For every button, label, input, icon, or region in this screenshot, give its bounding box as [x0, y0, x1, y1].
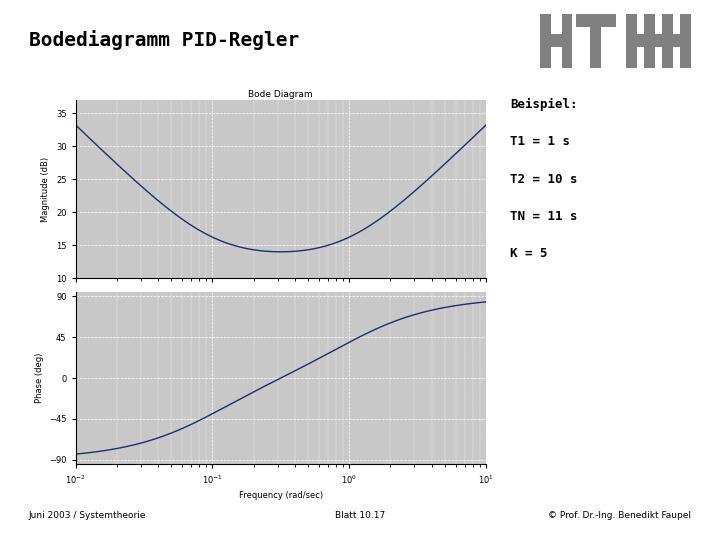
- Bar: [626, 14, 637, 68]
- X-axis label: Frequency (rad/sec): Frequency (rad/sec): [239, 491, 323, 501]
- Text: © Prof. Dr.-Ing. Benedikt Faupel: © Prof. Dr.-Ing. Benedikt Faupel: [548, 511, 691, 520]
- Bar: [540, 33, 572, 47]
- Bar: [626, 33, 691, 47]
- Bar: [576, 14, 616, 27]
- Bar: [562, 14, 572, 68]
- Text: Juni 2003 / Systemtheorie: Juni 2003 / Systemtheorie: [29, 511, 146, 520]
- Text: TN = 11 s: TN = 11 s: [510, 210, 578, 223]
- Text: T1 = 1 s: T1 = 1 s: [510, 135, 570, 148]
- Bar: [590, 27, 601, 68]
- Title: Bode Diagram: Bode Diagram: [248, 90, 313, 99]
- Text: T2 = 10 s: T2 = 10 s: [510, 173, 578, 186]
- Text: Beispiel:: Beispiel:: [510, 98, 578, 111]
- Y-axis label: Magnitude (dB): Magnitude (dB): [41, 157, 50, 221]
- Text: K = 5: K = 5: [510, 247, 548, 260]
- Text: Blatt 10.17: Blatt 10.17: [335, 511, 385, 520]
- Bar: [644, 14, 655, 68]
- Bar: [662, 14, 673, 68]
- Text: Bodediagramm PID-Regler: Bodediagramm PID-Regler: [29, 30, 299, 50]
- Bar: [540, 14, 551, 68]
- Y-axis label: Phase (deg): Phase (deg): [35, 353, 43, 403]
- Bar: [680, 14, 691, 68]
